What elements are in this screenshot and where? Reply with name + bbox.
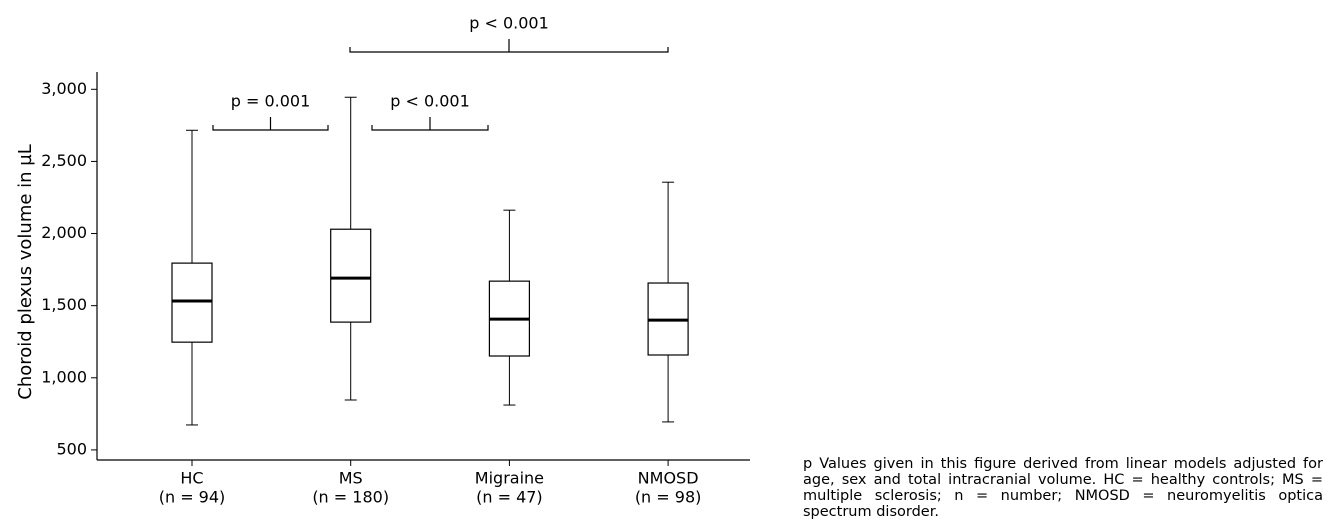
significance-bracket xyxy=(371,117,489,131)
y-tick-label: 500 xyxy=(56,439,87,458)
x-tick-label: (n = 98) xyxy=(635,488,702,507)
x-tick-label: MS xyxy=(339,469,363,488)
x-tick-label: Migraine xyxy=(475,469,544,488)
y-tick-label: 2,000 xyxy=(41,223,87,242)
y-tick-label: 3,000 xyxy=(41,79,87,98)
x-tick-label: (n = 94) xyxy=(159,488,226,507)
y-tick-label: 1,000 xyxy=(41,367,87,386)
x-tick-label: (n = 180) xyxy=(312,488,389,507)
significance-bracket xyxy=(212,117,329,131)
significance-label: p < 0.001 xyxy=(469,14,549,33)
box xyxy=(171,262,213,343)
y-tick-label: 1,500 xyxy=(41,295,87,314)
y-tick-label: 2,500 xyxy=(41,151,87,170)
x-tick-label: HC xyxy=(180,469,203,488)
caption: p Values given in this figure derived fr… xyxy=(803,456,1323,520)
significance-label: p = 0.001 xyxy=(231,92,311,111)
x-tick-label: (n = 47) xyxy=(476,488,543,507)
significance-label: p < 0.001 xyxy=(390,92,470,111)
x-tick-label: NMOSD xyxy=(638,469,699,488)
y-axis-label: Choroid plexus volume in µL xyxy=(15,144,36,400)
chart: Choroid plexus volume in µL 500 1,000 1,50… xyxy=(15,14,750,507)
box xyxy=(330,228,372,323)
significance-bracket xyxy=(349,39,669,53)
